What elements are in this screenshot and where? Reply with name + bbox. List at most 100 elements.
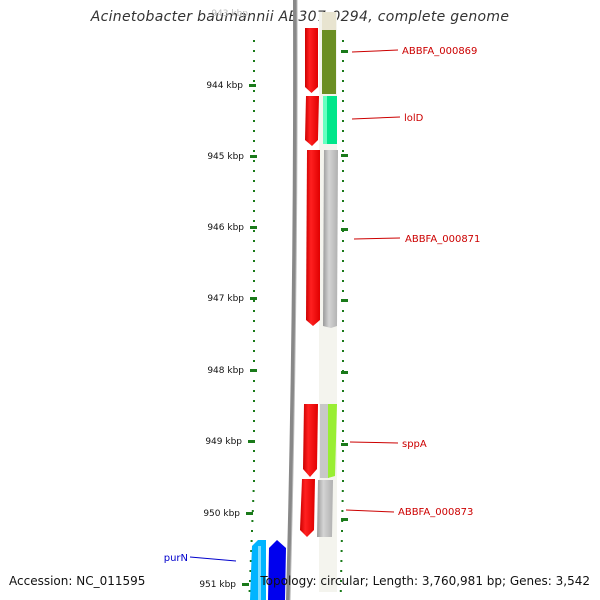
gene-label[interactable]: lolD — [404, 113, 424, 124]
tick-dot — [342, 240, 344, 242]
gene-arrow-purn[interactable] — [268, 540, 286, 600]
tick-dot — [253, 340, 255, 342]
tick-dot — [251, 530, 253, 532]
tick-dot — [249, 570, 252, 572]
major-tick-right — [341, 443, 348, 446]
tick-dot — [342, 200, 344, 202]
tick-dot — [253, 400, 255, 402]
tick-dot — [340, 550, 343, 552]
tick-dot — [253, 470, 255, 472]
tick-label-partial: 943 kbp — [211, 9, 248, 19]
tick-dot — [342, 220, 344, 222]
gene-arrow-sppa[interactable] — [303, 404, 318, 477]
tick-dot — [253, 120, 255, 122]
gene-arrow-purn-highlight — [258, 546, 261, 600]
tick-dot — [342, 360, 344, 362]
tick-dot — [340, 570, 343, 572]
tick-dot — [250, 540, 253, 542]
tick-dot — [342, 90, 344, 92]
tick-dot — [253, 270, 255, 272]
tick-dot — [342, 130, 344, 132]
map-title: Acinetobacter baumannii AB307-0294, comp… — [90, 9, 510, 25]
major-tick-right — [341, 228, 348, 231]
tick-dot — [253, 410, 255, 412]
tick-dot — [253, 190, 255, 192]
tick-dot — [342, 390, 344, 392]
tick-dot — [253, 350, 255, 352]
major-tick — [248, 440, 255, 443]
tick-dot — [250, 550, 253, 552]
major-tick-right — [341, 50, 348, 53]
tick-dot — [253, 170, 255, 172]
tick-label: 946 kbp — [207, 223, 244, 233]
tick-dot — [342, 470, 344, 472]
tick-dot — [253, 40, 255, 42]
tick-dot — [253, 80, 255, 82]
gene-label[interactable]: ABBFA_000873 — [398, 507, 473, 518]
genome-backbone-highlight — [289, 0, 298, 600]
cog-block-abbfa-000871 — [323, 150, 338, 328]
major-tick — [250, 297, 257, 300]
major-tick — [250, 155, 257, 158]
reverse-strand-genes — [250, 540, 286, 600]
tick-dot — [342, 70, 344, 72]
major-tick — [242, 583, 249, 586]
tick-dot — [248, 590, 251, 592]
tick-dot — [253, 420, 255, 422]
tick-dot — [342, 270, 344, 272]
gene-leader-line — [351, 116, 401, 120]
tick-dot — [342, 180, 344, 182]
gene-label[interactable]: sppA — [402, 439, 427, 450]
tick-dot — [253, 210, 255, 212]
gene-arrow-lold[interactable] — [305, 96, 319, 146]
tick-dot — [252, 500, 255, 502]
gene-arrow-abbfa-000871[interactable] — [306, 150, 320, 326]
cog-block-abbfa-000873 — [317, 480, 333, 537]
tick-dot — [342, 110, 344, 112]
tick-dot — [341, 530, 343, 532]
forward-strand-genes — [300, 28, 320, 537]
major-tick — [250, 226, 257, 229]
tick-label: 945 kbp — [207, 152, 244, 162]
tick-dot — [253, 200, 255, 202]
cog-block-sppa-grey — [320, 404, 329, 478]
tick-dot — [340, 580, 342, 582]
tick-dot — [253, 150, 255, 152]
accession-text: Accession: NC_011595 — [9, 574, 146, 588]
tick-dot — [342, 340, 344, 342]
tick-dot — [253, 430, 255, 432]
tick-dot — [253, 240, 255, 242]
gene-label[interactable]: purN — [164, 553, 188, 564]
genome-stats-text: Topology: circular; Length: 3,760,981 bp… — [260, 574, 590, 588]
tick-dot — [342, 430, 344, 432]
tick-label: 949 kbp — [205, 437, 242, 447]
tick-dot — [253, 70, 255, 72]
gene-leader-line — [353, 237, 401, 240]
tick-dot — [253, 360, 255, 362]
tick-dot — [253, 140, 255, 142]
gene-arrow-abbfa-000869[interactable] — [305, 28, 318, 93]
tick-dot — [253, 380, 255, 382]
tick-dot — [342, 260, 344, 262]
gene-arrow-abbfa-000873[interactable] — [300, 479, 315, 537]
gene-label[interactable]: ABBFA_000871 — [405, 234, 480, 245]
tick-dot — [340, 540, 343, 542]
tick-dot — [342, 480, 344, 482]
tick-dot — [342, 160, 344, 162]
tick-dot — [342, 140, 344, 142]
gene-leader-line — [351, 49, 399, 53]
tick-dot — [342, 250, 344, 252]
tick-dot — [342, 310, 344, 312]
gene-label[interactable]: ABBFA_000869 — [402, 46, 477, 57]
tick-dot — [253, 310, 255, 312]
tick-dot — [253, 300, 255, 302]
tick-dot — [342, 150, 344, 152]
genome-backbone — [286, 0, 298, 600]
gene-leader-line — [345, 509, 395, 513]
tick-label: 947 kbp — [207, 294, 244, 304]
tick-dot — [342, 460, 344, 462]
tick-dot — [253, 280, 255, 282]
tick-dot — [342, 420, 344, 422]
scale-ticks: 944 kbp 945 kbp 946 kbp 947 kbp 948 kbp 949 k… — [199, 9, 348, 590]
tick-dot — [253, 390, 255, 392]
